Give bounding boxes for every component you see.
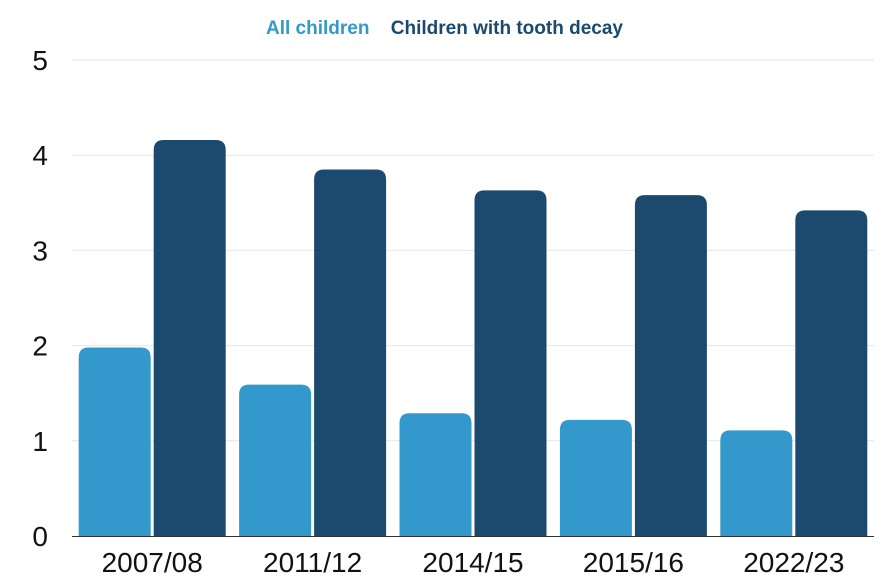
legend-item-children-with-tooth-decay[interactable]: Children with tooth decay: [390, 18, 623, 39]
x-tick-label: 2011/12: [263, 547, 362, 576]
bar-all-children-2014-15: [399, 413, 472, 536]
bar-all-children-2011-12: [239, 384, 312, 536]
bar-children-with-tooth-decay-2014-15: [474, 190, 547, 536]
x-tick-label: 2022/23: [743, 547, 844, 576]
legend: All children Children with tooth decay: [0, 18, 889, 40]
y-tick-label: 3: [32, 235, 48, 266]
bar-all-children-2015-16: [559, 419, 632, 536]
axes: 0 1 2 3 4 5 2007/08 2011/12 2014/15 2015/16 2022/2…: [32, 45, 874, 576]
y-tick-label: 2: [32, 331, 48, 362]
x-tick-label: 2015/16: [583, 547, 684, 576]
x-tick-label: 2007/08: [102, 547, 203, 576]
bar-children-with-tooth-decay-2015-16: [634, 195, 707, 536]
bar-children-with-tooth-decay-2022-23: [795, 210, 868, 536]
y-tick-label: 1: [32, 426, 48, 457]
bar-children-with-tooth-decay-2007-08: [153, 139, 226, 536]
x-tick-label: 2014/15: [422, 547, 523, 576]
y-tick-label: 4: [32, 140, 48, 171]
bar-all-children-2007-08: [78, 347, 151, 536]
bar-children-with-tooth-decay-2011-12: [314, 169, 387, 537]
y-tick-label: 5: [32, 45, 48, 76]
bars: [78, 139, 868, 537]
legend-item-all-children[interactable]: All children: [266, 18, 370, 39]
bar-all-children-2022-23: [720, 430, 793, 536]
y-tick-label: 0: [32, 521, 48, 552]
